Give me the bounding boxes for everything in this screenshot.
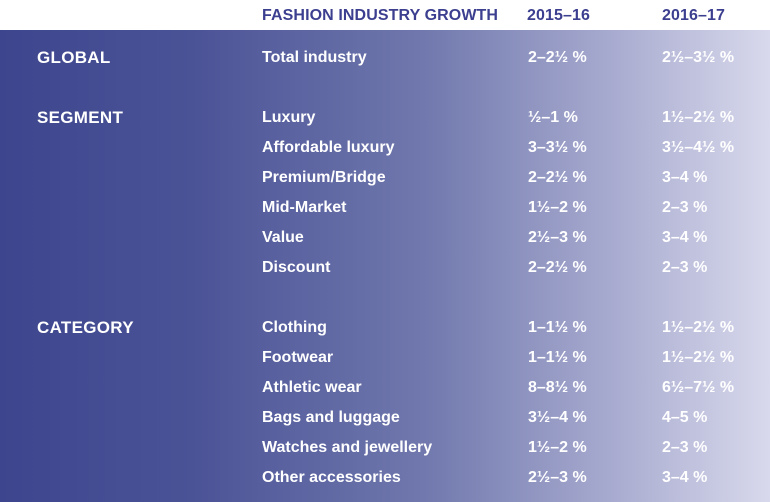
value-2016-17: 2–3 %	[662, 199, 708, 216]
row-label: Affordable luxury	[262, 139, 395, 156]
value-2015-16: 2–2½ %	[528, 49, 587, 66]
row-label: Athletic wear	[262, 379, 362, 396]
table-title: FASHION INDUSTRY GROWTH	[262, 7, 499, 24]
value-2015-16: 3–3½ %	[528, 139, 587, 156]
section-heading-segment: SEGMENT	[37, 108, 124, 127]
value-2015-16: 1½–2 %	[528, 439, 587, 456]
value-2015-16: ½–1 %	[528, 109, 578, 126]
value-2016-17: 2–3 %	[662, 259, 708, 276]
value-2016-17: 3–4 %	[662, 229, 708, 246]
value-2016-17: 1½–2½ %	[662, 109, 735, 126]
value-2015-16: 1½–2 %	[528, 199, 587, 216]
value-2015-16: 1–1½ %	[528, 349, 587, 366]
value-2016-17: 4–5 %	[662, 409, 708, 426]
row-label: Value	[262, 229, 304, 246]
value-2016-17: 6½–7½ %	[662, 379, 735, 396]
section-heading-category: CATEGORY	[37, 318, 134, 337]
row-label: Total industry	[262, 49, 367, 66]
value-2016-17: 1½–2½ %	[662, 319, 735, 336]
value-2015-16: 2–2½ %	[528, 169, 587, 186]
row-label: Mid-Market	[262, 199, 347, 216]
value-2015-16: 2½–3 %	[528, 469, 587, 486]
value-2015-16: 3½–4 %	[528, 409, 587, 426]
section-heading-global: GLOBAL	[37, 48, 111, 67]
row-label: Footwear	[262, 349, 334, 366]
row-label: Watches and jewellery	[262, 439, 433, 456]
value-2015-16: 2–2½ %	[528, 259, 587, 276]
value-2016-17: 3½–4½ %	[662, 139, 735, 156]
row-label: Bags and luggage	[262, 409, 400, 426]
row-label: Premium/Bridge	[262, 169, 386, 186]
row-label: Clothing	[262, 319, 327, 336]
value-2016-17: 3–4 %	[662, 469, 708, 486]
value-2015-16: 8–8½ %	[528, 379, 587, 396]
table-header: FASHION INDUSTRY GROWTH 2015–16 2016–17	[0, 0, 770, 30]
row-label: Discount	[262, 259, 331, 276]
value-2015-16: 2½–3 %	[528, 229, 587, 246]
row-label: Other accessories	[262, 469, 401, 486]
value-2016-17: 2½–3½ %	[662, 49, 735, 66]
row-label: Luxury	[262, 109, 316, 126]
value-2016-17: 3–4 %	[662, 169, 708, 186]
value-2016-17: 2–3 %	[662, 439, 708, 456]
value-2016-17: 1½–2½ %	[662, 349, 735, 366]
value-2015-16: 1–1½ %	[528, 319, 587, 336]
column-header-2015-16: 2015–16	[527, 7, 590, 24]
growth-table: GLOBAL Total industry 2–2½ % 2½–3½ % SEGMENT…	[0, 30, 770, 502]
column-header-2016-17: 2016–17	[662, 7, 725, 24]
